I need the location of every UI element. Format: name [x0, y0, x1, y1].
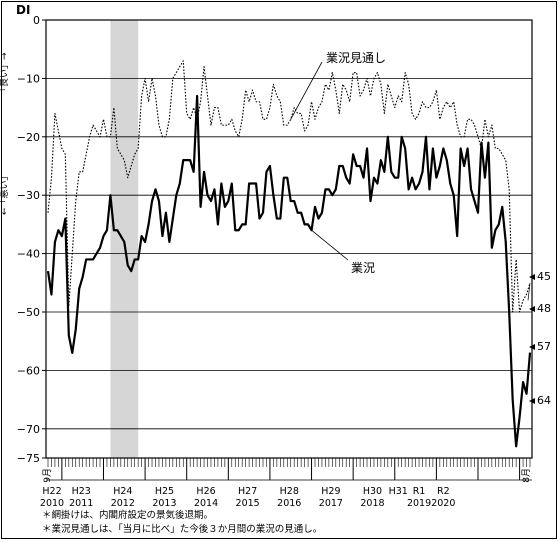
- x-era-label: H24: [113, 486, 132, 497]
- series-leader-line: [311, 229, 349, 261]
- y-tick-label: −60: [17, 364, 40, 377]
- x-era-label: R1: [413, 486, 426, 497]
- end-label-mitooshi-latest-marker: [529, 274, 535, 280]
- y-tick-label: −40: [17, 248, 40, 261]
- y-axis-title: DI: [16, 3, 30, 17]
- y-tick-label: 0: [33, 14, 40, 27]
- end-label-mitooshi-prev: 48: [537, 302, 551, 315]
- y-tick-label: −30: [17, 189, 40, 202]
- x-year-label: 2017: [319, 498, 343, 509]
- x-era-label: H31: [389, 486, 408, 497]
- x-year-label: 2016: [277, 498, 301, 509]
- x-era-label: H29: [321, 486, 340, 497]
- end-label-gyokyo-latest-marker: [529, 344, 535, 350]
- series-line-mitooshi: [47, 60, 531, 313]
- end-label-pointer: [527, 351, 531, 371]
- y-axis-lower-note: ←「悪い」: [0, 171, 10, 215]
- x-era-label: H23: [72, 486, 91, 497]
- y-tick-label: −10: [17, 72, 40, 85]
- end-label-gyokyo-prev: 64: [537, 394, 551, 407]
- y-tick-label: −75: [17, 452, 40, 465]
- x-era-label: R2: [437, 486, 450, 497]
- y-tick-label: −70: [17, 423, 40, 436]
- x-year-label: 2015: [236, 498, 260, 509]
- x-era-label: H28: [280, 486, 299, 497]
- y-tick-label: −50: [17, 306, 40, 319]
- x-era-label: H27: [238, 486, 257, 497]
- x-year-label: 2020: [431, 498, 455, 509]
- series-label-gyokyo: 業況: [351, 260, 375, 275]
- x-year-label: 2010: [40, 498, 64, 509]
- end-label-mitooshi-prev-marker: [529, 306, 535, 312]
- x-start-label: 9月: [42, 468, 53, 483]
- series-leader-line: [290, 61, 323, 120]
- x-year-label: 2012: [111, 498, 135, 509]
- recession-shading: [110, 20, 139, 458]
- x-era-label: H26: [196, 486, 215, 497]
- footnote: ＊業況見通しは、「当月に比べ」た今後３か月間の業況の見通し。: [42, 523, 322, 535]
- footnote: ＊網掛けは、内閣府設定の景気後退期。: [42, 509, 213, 521]
- x-year-label: 2011: [69, 498, 93, 509]
- series-label-mitooshi: 業況見通し: [326, 50, 386, 65]
- y-axis-upper-note: 「良い」→: [0, 52, 10, 96]
- plot-area: [45, 19, 533, 459]
- end-label-mitooshi-latest: 45: [537, 270, 551, 283]
- end-label-gyokyo-latest: 57: [537, 340, 551, 353]
- y-tick-label: −20: [17, 131, 40, 144]
- series-line-gyokyo: [46, 94, 532, 448]
- end-label-gyokyo-prev-marker: [529, 398, 535, 404]
- x-year-label: 2018: [360, 498, 384, 509]
- x-era-label: H25: [155, 486, 174, 497]
- x-era-label: H30: [363, 486, 382, 497]
- x-end-label: 8月: [521, 468, 532, 483]
- x-year-label: 2019: [407, 498, 431, 509]
- x-era-label: H22: [42, 486, 61, 497]
- end-label-pointer: [527, 282, 531, 301]
- x-year-label: 2013: [152, 498, 176, 509]
- x-year-label: 2014: [194, 498, 218, 509]
